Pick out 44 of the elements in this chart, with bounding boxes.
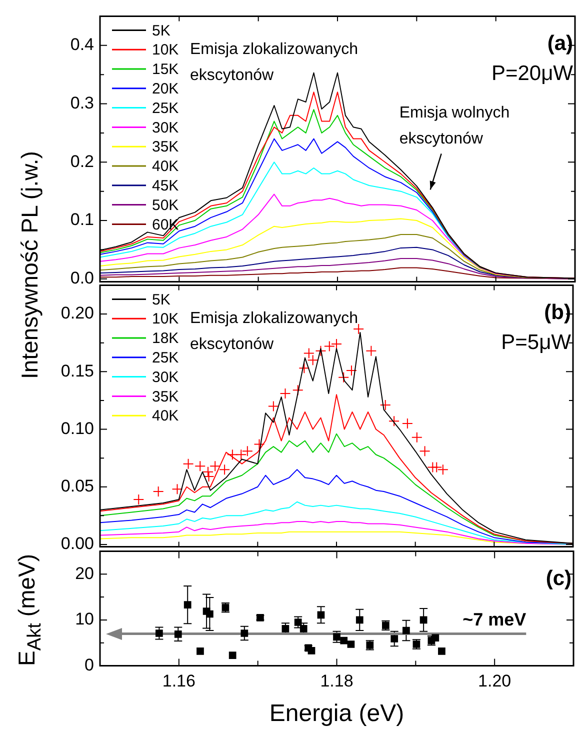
legend-label: 40K xyxy=(152,408,179,425)
y-tick-label: 0.10 xyxy=(60,418,94,438)
y-tick-label: 10 xyxy=(75,610,94,629)
y-tick-label: 0.1 xyxy=(70,210,94,230)
legend-label: 20K xyxy=(152,80,179,98)
y-tick-label: 0 xyxy=(84,655,94,674)
y-tick-label: 20 xyxy=(75,564,94,583)
y-tick-label: 0.0 xyxy=(70,268,94,288)
legend-label: 25K xyxy=(152,100,179,117)
legend-label: 5K xyxy=(152,291,170,308)
legend-label: 30K xyxy=(152,368,179,386)
legend-label: 50K xyxy=(152,196,179,214)
annotation: P=20μW xyxy=(491,62,574,86)
x-tick-label: 1.18 xyxy=(320,672,354,691)
annotation: Emisja wolnych ekscytonów xyxy=(399,104,510,148)
ref-line-label: ~7 meV xyxy=(462,610,526,630)
y-tick-label: 0.2 xyxy=(70,152,94,171)
y-tick-label: 0.3 xyxy=(70,93,94,112)
legend-label: 25K xyxy=(152,350,179,367)
legend-label: 10K xyxy=(152,310,179,328)
legend-label: 5K xyxy=(152,22,170,40)
y-tick-label: 0.4 xyxy=(70,35,94,54)
annotation: P=5μW xyxy=(501,331,572,354)
x-tick-label: 1.16 xyxy=(162,672,196,691)
annotation: (c) xyxy=(546,567,572,590)
annotation: Emisja zlokalizowanych ekscytonów xyxy=(190,310,358,354)
legend-label: 18K xyxy=(152,330,179,348)
y-tick-label: 0.00 xyxy=(60,534,94,554)
legend-label: 10K xyxy=(152,42,179,59)
legend-label: 30K xyxy=(152,119,179,136)
x-axis-title: Energia (eV) xyxy=(269,700,404,728)
y-tick-label: 0.20 xyxy=(60,304,94,323)
x-tick-label: 1.20 xyxy=(478,672,512,691)
y-tick-label: 0.15 xyxy=(60,361,94,380)
legend-label: 35K xyxy=(152,388,179,406)
y-tick-label: 0.05 xyxy=(60,476,94,496)
annotation: (a) xyxy=(547,32,573,56)
annotation: Emisja zlokalizowanych ekscytonów xyxy=(190,41,358,84)
legend-label: 35K xyxy=(152,138,179,156)
legend-label: 15K xyxy=(152,61,179,78)
annotation: (b) xyxy=(544,301,571,324)
legend-label: 40K xyxy=(152,158,179,176)
legend-label: 45K xyxy=(152,178,179,195)
y-axis-title: Intensywność PL (j.w.) xyxy=(16,151,44,379)
